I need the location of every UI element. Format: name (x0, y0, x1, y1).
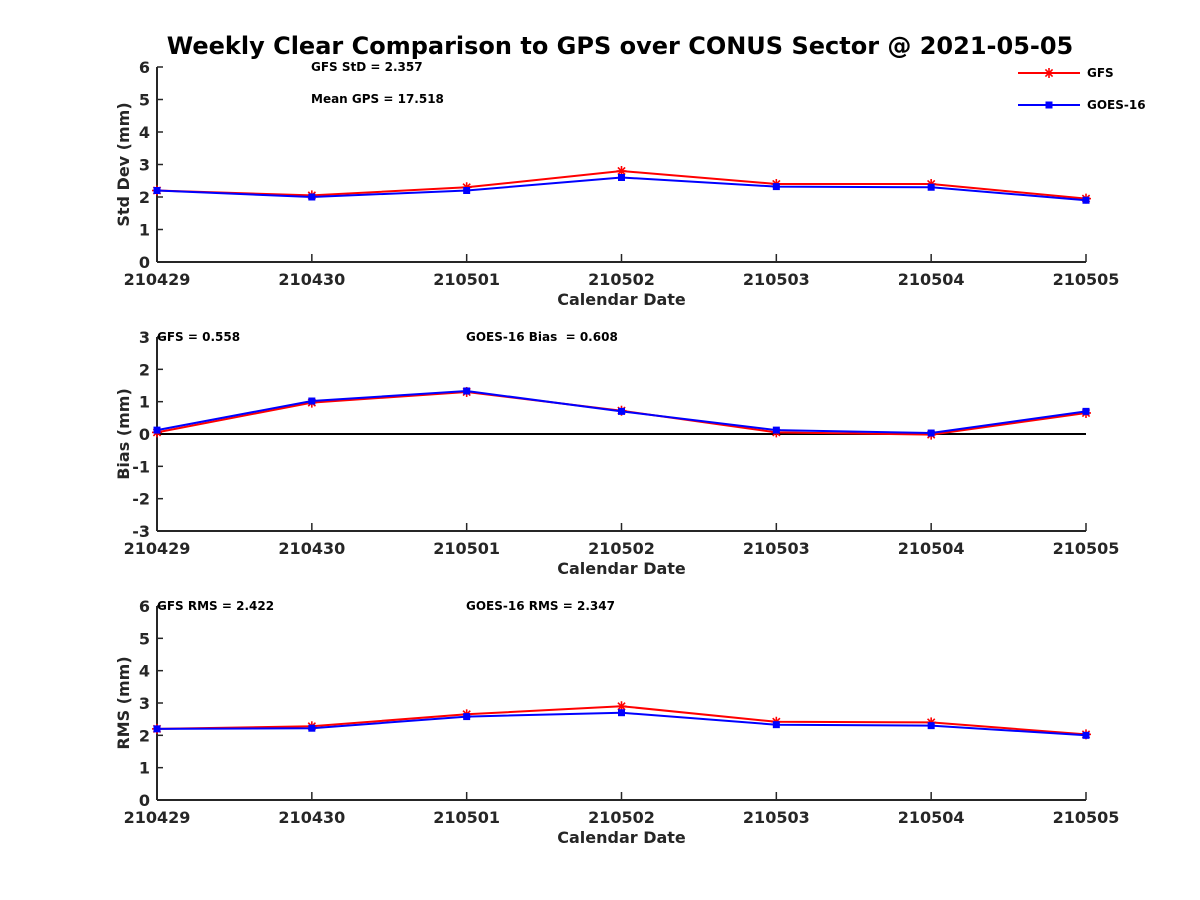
stat-annotation: GOES-16 RMS = 2.347 (466, 599, 615, 613)
data-point-goes-16 (927, 183, 935, 191)
legend-marker-asterisk-icon (1044, 68, 1054, 78)
x-tick-label: 210430 (278, 808, 345, 827)
data-point-goes-16 (1082, 731, 1090, 739)
legend-marker-square-icon (1045, 101, 1053, 109)
data-point-goes-16 (618, 174, 625, 181)
data-point-goes-16 (618, 709, 625, 717)
data-point-goes-16 (772, 183, 780, 191)
stat-annotation: GOES-16 Bias = 0.608 (466, 330, 618, 344)
y-tick-label: 0 (139, 425, 150, 444)
stat-annotation: GFS StD = 2.357 (311, 60, 423, 74)
x-tick-label: 210501 (433, 270, 500, 289)
y-tick-label: 3 (139, 694, 150, 713)
y-tick-label: 4 (139, 123, 150, 142)
chart-title: Weekly Clear Comparison to GPS over CONU… (167, 32, 1074, 60)
panel-1: 0 1 2 3 4 5 6 210429 210430 210501 210502 210503 210… (114, 58, 1119, 309)
legend-label: GOES-16 (1087, 98, 1146, 112)
data-point-goes-16 (772, 426, 780, 434)
data-point-goes-16 (927, 429, 935, 437)
x-tick-label: 210503 (743, 539, 810, 558)
y-tick-label: 0 (139, 253, 150, 272)
x-tick-label: 210502 (588, 539, 655, 558)
y-tick-label: 3 (139, 156, 150, 175)
y-tick-label: 3 (139, 328, 150, 347)
stat-annotation: GFS RMS = 2.422 (157, 599, 274, 613)
data-point-goes-16 (308, 724, 316, 732)
x-tick-label: 210501 (433, 808, 500, 827)
y-tick-label: -3 (132, 522, 150, 541)
y-tick-label: 0 (139, 791, 150, 810)
x-tick-label: 210502 (588, 270, 655, 289)
y-tick-label: 1 (139, 759, 150, 778)
stat-annotation: Mean GPS = 17.518 (311, 92, 444, 106)
x-tick-label: 210501 (433, 539, 500, 558)
y-tick-label: 1 (139, 221, 150, 240)
data-point-goes-16 (463, 713, 471, 721)
legend-entry-goes-16: GOES-16 (1018, 98, 1146, 112)
x-tick-label: 210504 (898, 808, 965, 827)
data-point-goes-16 (1082, 196, 1090, 204)
x-tick-label: 210430 (278, 270, 345, 289)
y-tick-label: 2 (139, 188, 150, 207)
x-tick-label: 210503 (743, 270, 810, 289)
y-axis-label: RMS (mm) (114, 656, 133, 749)
data-point-goes-16 (308, 397, 316, 405)
x-axis-label: Calendar Date (557, 290, 686, 309)
y-tick-label: 2 (139, 360, 150, 379)
y-axis-label: Bias (mm) (114, 388, 133, 480)
x-axis-label: Calendar Date (557, 828, 686, 847)
y-tick-label: 5 (139, 91, 150, 110)
x-tick-label: 210504 (898, 270, 965, 289)
x-tick-label: 210430 (278, 539, 345, 558)
data-point-goes-16 (463, 387, 471, 395)
x-tick-label: 210505 (1053, 808, 1120, 827)
panel-2: -3 -2 -1 0 1 2 3 210429 210430 210501 210502 210503… (114, 328, 1119, 578)
chart-legend: GFS GOES-16 (1018, 66, 1146, 112)
y-tick-label: 6 (139, 597, 150, 616)
y-tick-label: 1 (139, 393, 150, 412)
data-point-goes-16 (308, 193, 316, 201)
data-point-goes-16 (618, 407, 625, 415)
legend-label: GFS (1087, 66, 1114, 80)
x-tick-label: 210505 (1053, 270, 1120, 289)
x-tick-label: 210502 (588, 808, 655, 827)
x-tick-label: 210429 (124, 270, 191, 289)
stat-annotation: GFS = 0.558 (157, 330, 240, 344)
x-tick-label: 210429 (124, 539, 191, 558)
data-point-goes-16 (1082, 407, 1090, 415)
y-tick-label: -1 (132, 457, 150, 476)
x-tick-label: 210505 (1053, 539, 1120, 558)
data-point-goes-16 (463, 187, 471, 194)
panel-3: 0 1 2 3 4 5 6 210429 210430 210501 210502 210503 210… (114, 597, 1119, 847)
y-tick-label: 6 (139, 58, 150, 77)
y-axis-label: Std Dev (mm) (114, 102, 133, 226)
x-tick-label: 210504 (898, 539, 965, 558)
data-point-gfs (616, 166, 627, 176)
y-tick-label: 4 (139, 662, 150, 681)
y-tick-label: 5 (139, 629, 150, 648)
x-tick-label: 210503 (743, 808, 810, 827)
y-tick-label: 2 (139, 726, 150, 745)
y-tick-label: -2 (132, 490, 150, 509)
data-point-goes-16 (153, 725, 161, 733)
data-point-goes-16 (153, 426, 161, 434)
legend-entry-gfs: GFS (1018, 66, 1114, 80)
data-point-goes-16 (927, 722, 935, 730)
x-axis-label: Calendar Date (557, 559, 686, 578)
data-point-gfs (616, 701, 627, 712)
data-point-goes-16 (772, 721, 780, 729)
x-tick-label: 210429 (124, 808, 191, 827)
data-point-goes-16 (153, 187, 161, 194)
